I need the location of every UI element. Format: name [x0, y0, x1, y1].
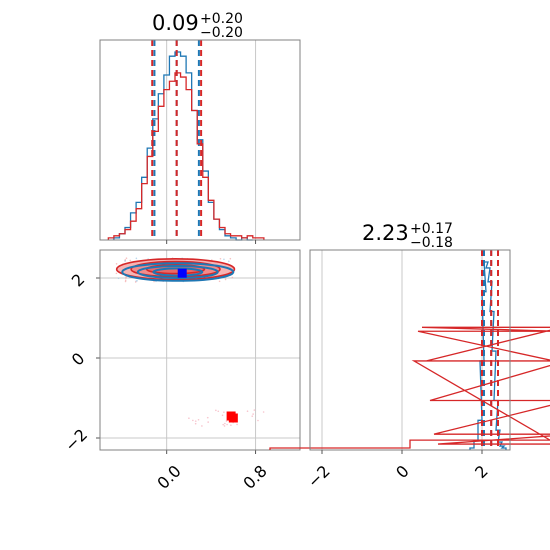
hist-param-2-series-1-step [269, 326, 550, 450]
joint-scatter-point [223, 258, 225, 261]
joint-scatter-point [206, 416, 209, 419]
hist-param-2-frame [309, 249, 511, 451]
joint-scatter-point [230, 424, 232, 426]
joint-scatter-point [115, 272, 118, 275]
joint-scatter-point [229, 257, 232, 260]
joint-scatter-point [218, 280, 221, 283]
hist-param-2-series-0-step [469, 261, 507, 450]
title-param-2-value: 2.23 [362, 221, 409, 245]
joint-scatter-point [228, 260, 230, 263]
title-param-2-plus: +0.17 [410, 221, 453, 237]
histogram-param-2-panel [269, 249, 550, 454]
joint-scatter-point [246, 410, 249, 413]
title-param-1: 0.09 +0.20 −0.20 [152, 11, 243, 41]
joint-scatter-point [217, 410, 220, 413]
joint-scatter-point [194, 420, 197, 422]
joint-scatter-point [117, 277, 120, 280]
joint-truth-point-0 [177, 268, 187, 278]
joint-scatter-point [125, 276, 127, 278]
joint-scatter-point [253, 409, 256, 411]
x-ticklabel-2: 2 [471, 461, 492, 482]
hist-param-1-series-1-step [107, 72, 265, 240]
hist-param-1-frame [99, 39, 301, 241]
joint-contour-blue-level-1 [136, 265, 219, 279]
joint-scatter-point [135, 257, 138, 260]
x-ticklabel-0.8: 0.8 [239, 461, 270, 492]
joint-scatter-point [236, 423, 238, 426]
joint-scatter-point [223, 425, 226, 427]
title-param-1-value: 0.09 [152, 11, 199, 35]
joint-scatter-point [192, 419, 194, 422]
joint-scatter-point [201, 425, 203, 427]
joint-scatter-point [222, 423, 225, 426]
joint-contour-panel [96, 249, 301, 454]
title-param-2: 2.23 +0.17 −0.18 [362, 221, 453, 251]
joint-scatter-point [207, 421, 209, 423]
joint-frame [99, 249, 301, 451]
joint-scatter-point [134, 281, 137, 283]
y-ticklabels-param-2: 2 0 −2 [61, 270, 91, 455]
joint-scatter-point [225, 420, 228, 422]
joint-scatter-point [219, 257, 222, 260]
joint-scatter-point [252, 413, 254, 415]
joint-scatter-point [257, 419, 259, 422]
x-ticklabels-param-2: −2 0 2 [304, 461, 492, 491]
joint-scatter-point [115, 263, 118, 265]
y-ticklabel-neg2: −2 [61, 425, 91, 455]
joint-contour-blue-level-0 [121, 262, 235, 282]
hist-param-1-series-0-step [113, 51, 253, 241]
joint-scatter-point [124, 260, 126, 262]
x-ticklabel-neg2: −2 [304, 461, 334, 491]
joint-scatter-point [231, 276, 234, 279]
joint-scatter-point [124, 279, 127, 282]
joint-scatter-point [251, 415, 254, 417]
joint-scatter-point [223, 411, 225, 413]
joint-scatter-point [197, 418, 200, 421]
joint-scatter-point [224, 422, 226, 425]
joint-scatter-point [215, 409, 217, 412]
title-param-2-minus: −0.18 [410, 235, 453, 251]
joint-scatter-point [188, 417, 190, 420]
x-ticklabels-param-1: 0.0 0.8 [153, 461, 270, 492]
title-param-1-plus: +0.20 [200, 11, 243, 27]
joint-scatter-point [194, 422, 197, 425]
histogram-param-1-panel [99, 39, 301, 244]
y-ticklabel-0: 0 [68, 349, 89, 370]
joint-scatter-point [262, 411, 265, 413]
x-ticklabel-0.0: 0.0 [153, 461, 184, 492]
title-param-1-minus: −0.20 [200, 25, 243, 41]
joint-scatter-point [129, 259, 132, 262]
x-ticklabel-0: 0 [392, 461, 413, 482]
joint-scatter-point [125, 257, 128, 260]
joint-truth-point-2 [228, 413, 238, 423]
y-ticklabel-2: 2 [68, 270, 89, 291]
joint-scatter-point [153, 280, 155, 283]
joint-scatter-point [221, 414, 224, 417]
joint-scatter-point [224, 278, 227, 281]
joint-scatter-point [226, 423, 228, 426]
